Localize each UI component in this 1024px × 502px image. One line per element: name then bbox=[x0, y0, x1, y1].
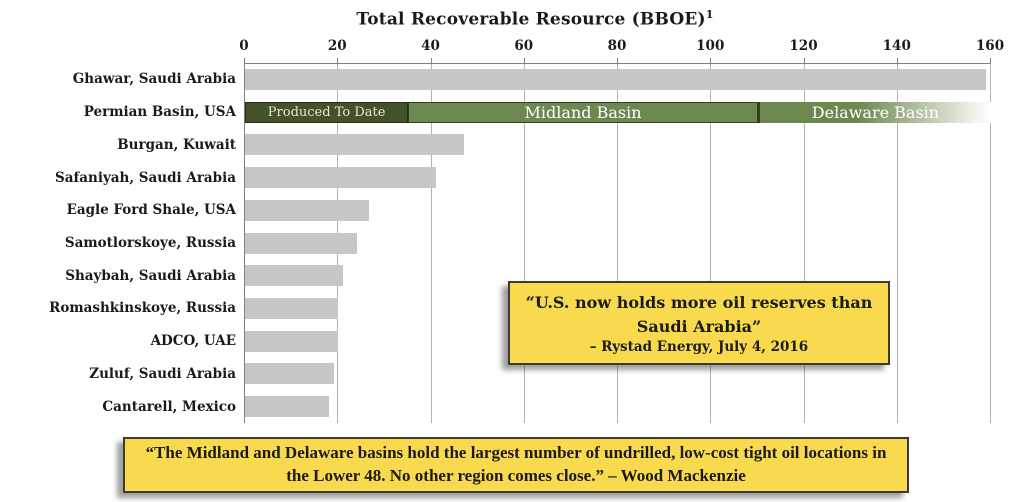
bar-segment: Midland Basin bbox=[408, 101, 758, 123]
category-label: Cantarell, Mexico bbox=[102, 398, 236, 415]
x-axis-tick-20 bbox=[337, 58, 339, 64]
category-label: Eagle Ford Shale, USA bbox=[66, 202, 236, 219]
category-label: Safaniyah, Saudi Arabia bbox=[54, 169, 236, 186]
callout-us-reserves: “U.S. now holds more oil reserves than S… bbox=[508, 281, 890, 365]
bar bbox=[245, 199, 369, 221]
category-label: Romashkinskoye, Russia bbox=[49, 300, 236, 317]
x-axis-tick-0 bbox=[244, 58, 245, 64]
bar-segment: Produced To Date bbox=[245, 101, 409, 123]
x-axis-tick-label-140: 140 bbox=[882, 38, 911, 54]
x-axis-tick-label-0: 0 bbox=[239, 38, 249, 54]
x-axis-tick-120 bbox=[803, 58, 805, 64]
bar bbox=[245, 297, 339, 319]
x-axis-tick-label-100: 100 bbox=[696, 38, 725, 54]
x-axis-tick-160 bbox=[990, 58, 991, 64]
category-label: Zuluf, Saudi Arabia bbox=[89, 365, 236, 382]
callout-us-reserves-quote: “U.S. now holds more oil reserves than S… bbox=[525, 293, 873, 336]
x-axis-line bbox=[244, 63, 990, 64]
bar bbox=[245, 232, 357, 254]
bar bbox=[245, 167, 437, 189]
bar bbox=[245, 134, 465, 156]
x-axis-tick-label-20: 20 bbox=[327, 38, 347, 54]
x-axis-tick-100 bbox=[710, 58, 712, 64]
bar bbox=[245, 396, 329, 418]
y-axis-line bbox=[244, 63, 245, 423]
x-axis-tick-label-160: 160 bbox=[975, 38, 1005, 54]
x-axis-tick-label-40: 40 bbox=[421, 38, 440, 54]
x-axis-tick-label-120: 120 bbox=[789, 38, 818, 54]
x-axis-tick-40 bbox=[430, 58, 432, 64]
gridline-80 bbox=[617, 63, 618, 423]
chart-title: Total Recoverable Resource (BBOE)1 bbox=[0, 8, 1024, 30]
category-label: Samotlorskoye, Russia bbox=[64, 234, 236, 251]
x-axis-tick-60 bbox=[523, 58, 525, 64]
gridline-40 bbox=[430, 63, 432, 423]
bar bbox=[245, 363, 334, 385]
gridline-140 bbox=[896, 63, 898, 423]
bar-segment-label: Midland Basin bbox=[524, 102, 642, 122]
callout-us-reserves-attribution: – Rystad Energy, July 4, 2016 bbox=[589, 338, 809, 355]
bar bbox=[245, 330, 339, 352]
category-label: Permian Basin, USA bbox=[83, 104, 236, 121]
callout-midland-delaware-text: “The Midland and Delaware basins hold th… bbox=[141, 442, 891, 488]
x-axis-tick-80 bbox=[617, 58, 618, 64]
bar-segment: Delaware Basin bbox=[757, 101, 991, 123]
bar bbox=[245, 265, 343, 287]
callout-midland-delaware: “The Midland and Delaware basins hold th… bbox=[123, 437, 909, 493]
chart-title-footnote: 1 bbox=[705, 8, 714, 21]
bar-segment-label: Delaware Basin bbox=[811, 102, 940, 122]
gridline-120 bbox=[803, 63, 805, 423]
bar bbox=[245, 68, 987, 90]
category-label: ADCO, UAE bbox=[150, 333, 236, 350]
x-axis-tick-label-80: 80 bbox=[607, 38, 627, 54]
x-axis-tick-label-60: 60 bbox=[514, 38, 534, 54]
bar-segment-label: Produced To Date bbox=[267, 104, 386, 120]
category-label: Ghawar, Saudi Arabia bbox=[72, 71, 236, 88]
chart-title-text: Total Recoverable Resource (BBOE) bbox=[356, 9, 706, 30]
gridline-100 bbox=[710, 63, 712, 423]
bar-segmented: Produced To Date Midland Basin Delaware Ba… bbox=[245, 101, 991, 123]
x-axis-tick-140 bbox=[896, 58, 898, 64]
gridline-160 bbox=[990, 63, 991, 423]
category-label: Shaybah, Saudi Arabia bbox=[65, 267, 236, 284]
callout-midland-delaware-attribution: – Wood Mackenzie bbox=[608, 466, 746, 485]
gridline-60 bbox=[523, 63, 525, 423]
category-label: Burgan, Kuwait bbox=[117, 136, 236, 153]
callout-midland-delaware-quote: “The Midland and Delaware basins hold th… bbox=[145, 443, 887, 485]
